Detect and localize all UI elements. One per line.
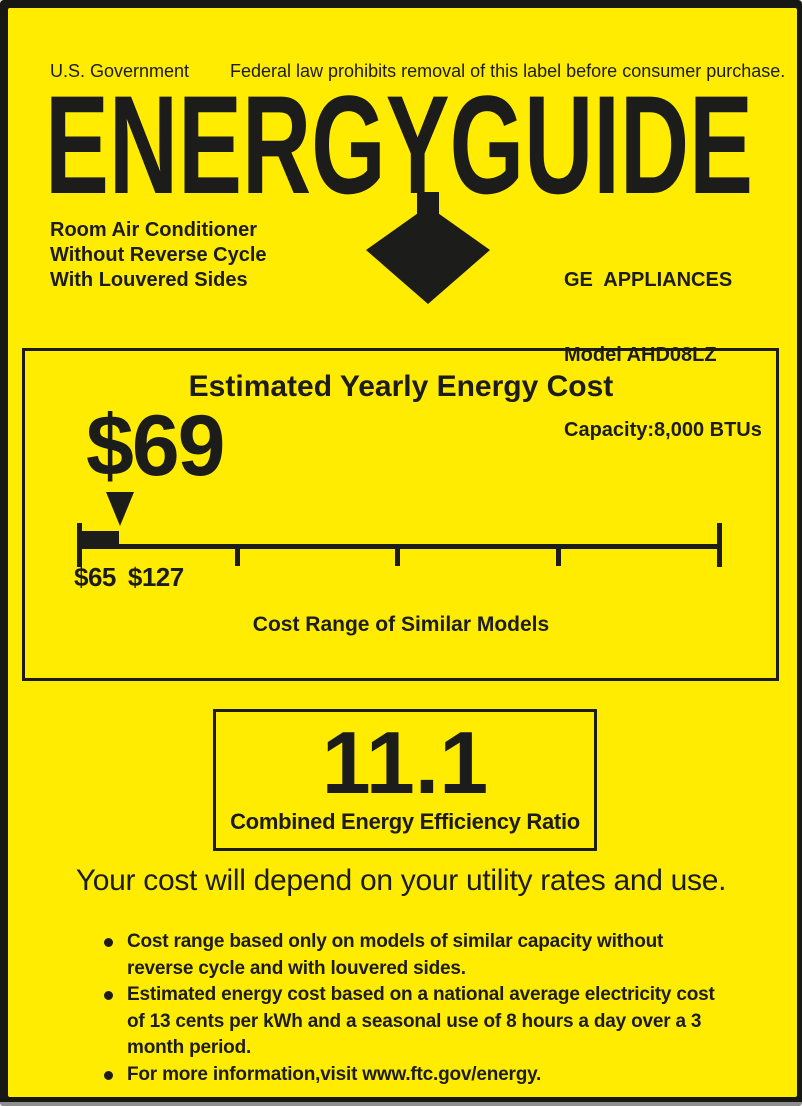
scale-caption: Cost Range of Similar Models <box>252 613 550 636</box>
product-line: Room Air Conditioner <box>50 219 258 241</box>
scale-tick <box>395 544 400 566</box>
scale-axis-line <box>79 544 722 549</box>
footnote-text: For more information,visit www.ftc.gov/e… <box>127 1063 542 1085</box>
cost-pointer-icon <box>106 492 134 526</box>
scale-range-labels: $65 $127 <box>74 562 196 593</box>
footnote-text: Estimated energy cost based on a nationa… <box>127 984 715 1058</box>
down-arrow-icon <box>366 192 490 304</box>
product-description: Room Air Conditioner Without Reverse Cyc… <box>50 218 267 293</box>
cost-range-scale <box>77 523 722 567</box>
range-high-label: $127 <box>127 562 184 592</box>
estimated-cost-panel <box>22 348 779 681</box>
footnote-item: For more information,visit www.ftc.gov/e… <box>104 1062 730 1089</box>
bullet-icon <box>104 938 113 947</box>
ceer-label: Combined Energy Efficiency Ratio <box>230 809 580 834</box>
energyguide-logo-text: ENERGYGUIDE <box>45 92 753 202</box>
ceer-panel: 11.1 Combined Energy Efficiency Ratio <box>213 709 597 851</box>
us-government-text: U.S. Government <box>50 61 190 81</box>
federal-law-text: Federal law prohibits removal of this la… <box>230 61 786 81</box>
utility-rates-disclaimer: Your cost will depend on your utility ra… <box>75 864 727 897</box>
scale-tick <box>556 544 561 566</box>
manufacturer-name: GE APPLIANCES <box>564 269 733 291</box>
range-low-label: $65 <box>74 562 116 592</box>
product-line: Without Reverse Cycle <box>50 244 267 266</box>
footnote-item: Cost range based only on models of simil… <box>104 929 730 982</box>
footnote-text: Cost range based only on models of simil… <box>127 931 664 979</box>
bullet-icon <box>104 991 113 1000</box>
yearly-cost-value: $69 <box>86 398 225 494</box>
ceer-value: 11.1 <box>321 713 489 812</box>
cost-panel-title: Estimated Yearly Energy Cost <box>188 370 614 403</box>
label-background <box>8 8 797 1097</box>
energyguide-logo: ENERGYGUIDE <box>45 92 753 202</box>
scale-tick <box>235 544 240 566</box>
footnote-item: Estimated energy cost based on a nationa… <box>104 982 730 1062</box>
footnotes-list: Cost range based only on models of simil… <box>104 929 730 1088</box>
capacity-value: Capacity:8,000 BTUs <box>564 419 762 441</box>
bullet-icon <box>104 1070 113 1080</box>
product-line: With Louvered Sides <box>50 269 248 291</box>
bottom-edge-strip <box>0 1102 802 1106</box>
arrow-head <box>366 206 490 304</box>
scale-marker-bar <box>79 531 119 549</box>
